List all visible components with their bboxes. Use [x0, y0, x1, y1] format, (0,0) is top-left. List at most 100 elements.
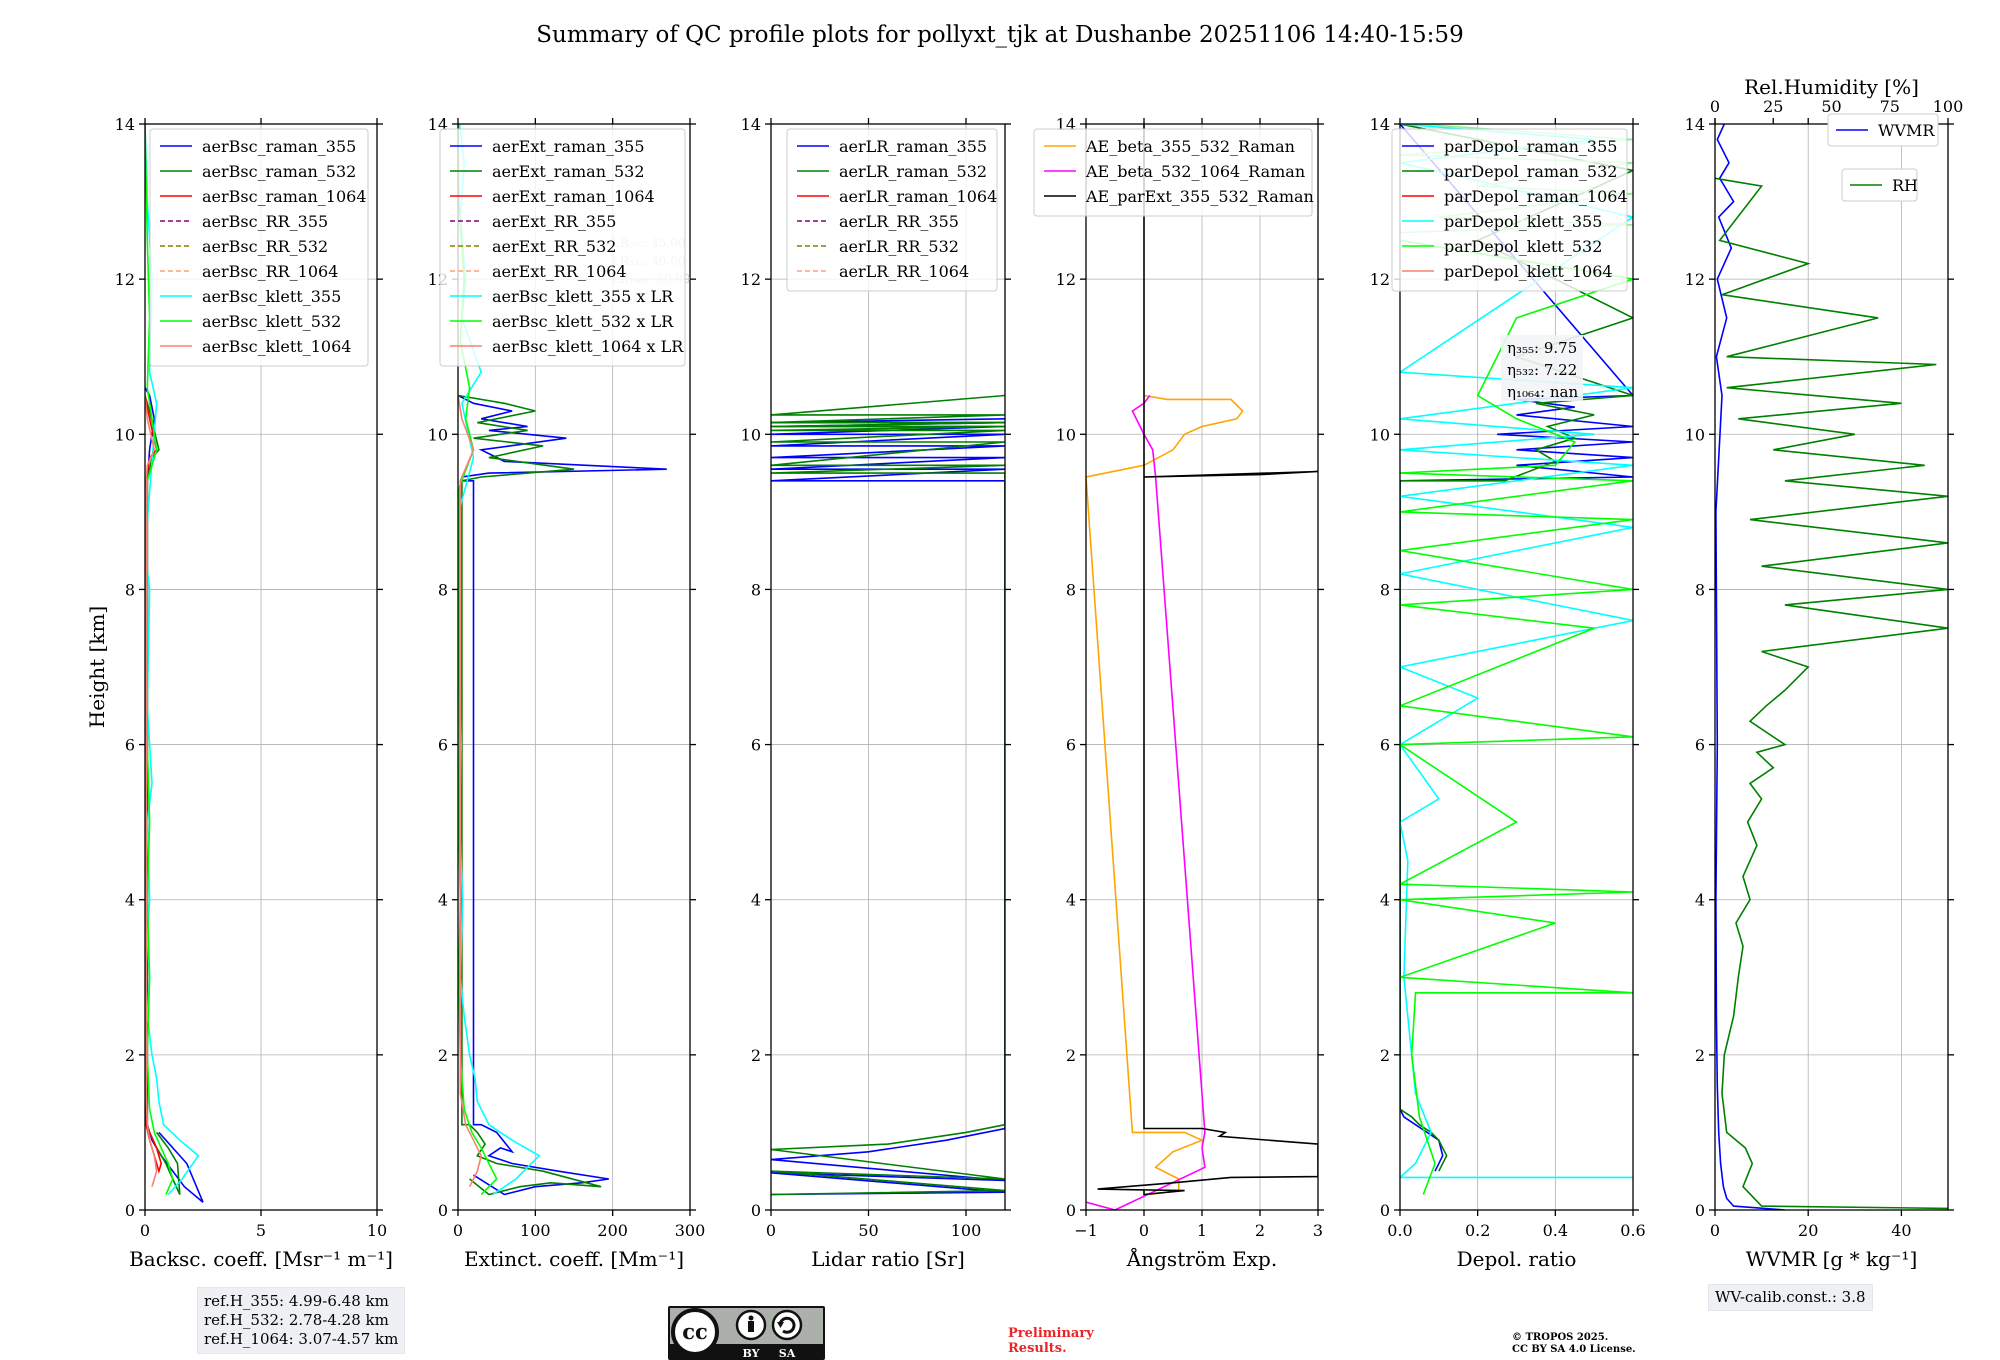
- x-tick-label: 50: [858, 1221, 878, 1240]
- copyright-note: © TROPOS 2025. CC BY SA 4.0 License.: [1512, 1332, 1636, 1356]
- x-tick-label: 0: [766, 1221, 776, 1240]
- x-tick-label: 3: [1313, 1221, 1323, 1240]
- x2-tick-label: 75: [1880, 97, 1900, 116]
- y-tick-label: 6: [751, 736, 761, 755]
- legend-label: WVMR: [1878, 121, 1935, 140]
- y-tick-label: 12: [741, 270, 761, 289]
- panel-lr: 0 2 4 6 8 10 12 14 0 50 100 Lidar ratio [Sr] aerLR_r…: [741, 115, 1011, 1271]
- axes-frame: [457, 123, 691, 1211]
- y-tick-label: 10: [115, 425, 135, 444]
- eta-label: η₁₀₆₄: nan: [1507, 383, 1578, 401]
- y-tick-label: 6: [1066, 736, 1076, 755]
- legend-label: aerBsc_klett_1064 x LR: [492, 337, 684, 356]
- y-tick-label: 8: [125, 580, 135, 599]
- series-pardepol-raman-532: [1400, 124, 1633, 1172]
- y-tick-label: 8: [1066, 580, 1076, 599]
- x-tick-label: 100: [520, 1221, 551, 1240]
- y-tick-label: 4: [438, 891, 448, 910]
- x-tick-label: 2: [1255, 1221, 1265, 1240]
- wv-calibration-box: WV-calib.const.: 3.8: [1708, 1284, 1873, 1311]
- legend-label: RH: [1892, 176, 1918, 195]
- x-tick-label: 0: [1139, 1221, 1149, 1240]
- y-axis-label: Height [km]: [85, 606, 109, 728]
- y-tick-label: 2: [1066, 1046, 1076, 1065]
- y-tick-label: 8: [751, 580, 761, 599]
- legend-label: aerBsc_klett_1064: [202, 337, 351, 356]
- y-tick-label: 10: [428, 425, 448, 444]
- legend-label: AE_parExt_355_532_Raman: [1085, 187, 1314, 206]
- y-tick-label: 10: [1056, 425, 1076, 444]
- legend-label: aerBsc_RR_532: [202, 237, 328, 256]
- y-tick-label: 0: [751, 1201, 761, 1220]
- series-pardepol-klett-532: [1400, 239, 1633, 1195]
- series-aerbsc-klett-1064-x-lr: [458, 395, 483, 1188]
- x-tick-label: 20: [1798, 1221, 1818, 1240]
- legend-label: parDepol_raman_355: [1444, 137, 1617, 156]
- legend-label: aerBsc_klett_532: [202, 312, 341, 331]
- eta-box: [1501, 335, 1583, 401]
- legend-label: aerBsc_raman_355: [202, 137, 356, 156]
- series-aerext-raman-532: [458, 394, 602, 1196]
- legend-label: aerBsc_raman_532: [202, 162, 356, 181]
- x-tick-label: 200: [597, 1221, 628, 1240]
- legend-label: aerExt_raman_532: [492, 162, 645, 181]
- legend-label: parDepol_klett_355: [1444, 212, 1602, 231]
- legend-label: aerBsc_RR_1064: [202, 262, 338, 281]
- series-aerbsc-klett-532: [145, 124, 174, 1195]
- x2-tick-label: 0: [1710, 97, 1720, 116]
- legend-label: aerBsc_raman_1064: [202, 187, 367, 206]
- x-tick-label: 1: [1197, 1221, 1207, 1240]
- legend-label: aerLR_RR_532: [839, 237, 959, 256]
- x-axis-label: Backsc. coeff. [Msr⁻¹ m⁻¹]: [129, 1247, 393, 1271]
- x-axis-label: WVMR [g * kg⁻¹]: [1746, 1247, 1918, 1271]
- x-tick-label: 5: [256, 1221, 266, 1240]
- legend-label: aerLR_RR_1064: [839, 262, 969, 281]
- legend-label: aerExt_RR_355: [492, 212, 616, 231]
- y-tick-label: 8: [438, 580, 448, 599]
- preliminary-line-2: Results.: [1008, 1341, 1067, 1356]
- x2-tick-label: 50: [1821, 97, 1841, 116]
- legend-box: [1391, 128, 1628, 292]
- ref-height-1064: ref.H_1064: 3.07-4.57 km: [204, 1330, 399, 1348]
- x-tick-label: −1: [1074, 1221, 1098, 1240]
- legend-label: parDepol_raman_532: [1444, 162, 1617, 181]
- series-wvmr: [1715, 124, 1785, 1210]
- y-tick-label: 0: [1695, 1201, 1705, 1220]
- y-tick-label: 4: [1066, 891, 1076, 910]
- series-ae-parext-355-532-raman: [1097, 124, 1318, 1196]
- axes-frame: [1714, 123, 1949, 1211]
- series-aerlr-raman-355: [771, 418, 1005, 1196]
- sa-text: SA: [779, 1347, 796, 1360]
- y-tick-label: 8: [1380, 580, 1390, 599]
- y-tick-label: 2: [1380, 1046, 1390, 1065]
- y-tick-label: 0: [125, 1201, 135, 1220]
- preliminary-line-1: Preliminary: [1008, 1326, 1094, 1341]
- figure-title: Summary of QC profile plots for pollyxt_…: [536, 22, 1464, 48]
- x2-tick-label: 100: [1933, 97, 1964, 116]
- x-tick-label: 0: [453, 1221, 463, 1240]
- legend-label: aerExt_raman_1064: [492, 187, 655, 206]
- y-tick-label: 12: [1056, 270, 1076, 289]
- x2-tick-label: 25: [1763, 97, 1783, 116]
- y-tick-label: 6: [125, 736, 135, 755]
- y-tick-label: 10: [1685, 425, 1705, 444]
- copyright-line-1: © TROPOS 2025.: [1512, 1332, 1609, 1343]
- y-tick-label: 6: [438, 736, 448, 755]
- y-tick-label: 14: [1685, 115, 1705, 134]
- cc-by-sa-license-logo: cc BY SA: [668, 1306, 825, 1360]
- ref-height-532: ref.H_532: 2.78-4.28 km: [204, 1311, 389, 1329]
- x-axis-label: Ångström Exp.: [1126, 1246, 1277, 1271]
- x-tick-label: 0.4: [1543, 1221, 1568, 1240]
- x2-axis-label: Rel.Humidity [%]: [1744, 75, 1919, 99]
- legend-label: aerBsc_RR_355: [202, 212, 328, 231]
- legend-box: [1827, 113, 1939, 147]
- legend-box: [1033, 128, 1313, 217]
- legend-label: parDepol_raman_1064: [1444, 187, 1628, 206]
- y-tick-label: 2: [751, 1046, 761, 1065]
- legend-label: aerBsc_klett_532 x LR: [492, 312, 674, 331]
- series-ae-beta-532-1064-raman: [1086, 395, 1206, 1210]
- wv-calibration-constant: WV-calib.const.: 3.8: [1715, 1288, 1866, 1306]
